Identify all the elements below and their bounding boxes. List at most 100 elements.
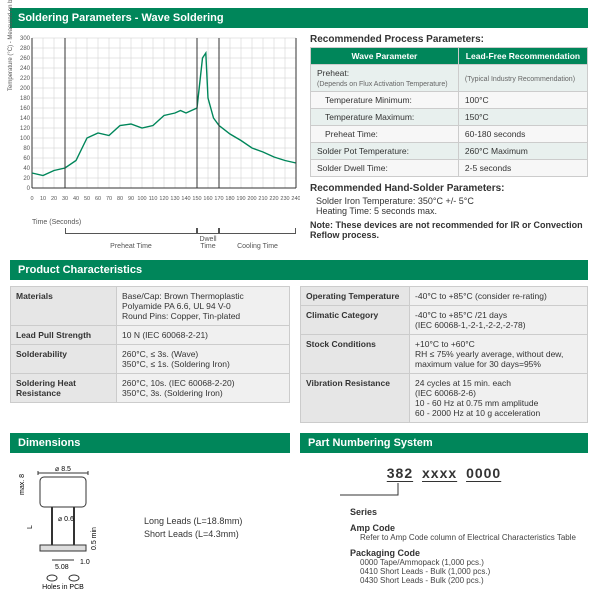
chart-y-axis-label: Temperature (°C) - Measured on bottom si… <box>8 0 14 91</box>
svg-text:160: 160 <box>203 196 212 202</box>
svg-text:30: 30 <box>62 196 68 202</box>
svg-text:140: 140 <box>20 116 31 122</box>
wave-solder-chart: Temperature (°C) - Measured on bottom si… <box>10 34 300 219</box>
characteristics-row: MaterialsBase/Cap: Brown Thermoplastic P… <box>10 286 588 423</box>
section-header-dim: Dimensions <box>10 433 290 453</box>
svg-text:170: 170 <box>214 196 223 202</box>
svg-text:50: 50 <box>84 196 90 202</box>
hand-solder-title: Recommended Hand-Solder Parameters: <box>310 183 588 194</box>
char-key: Climatic Category <box>301 306 410 335</box>
svg-text:240: 240 <box>20 66 31 72</box>
section-header-pn: Part Numbering System <box>300 433 588 453</box>
hand-solder-box: Recommended Hand-Solder Parameters: Sold… <box>310 183 588 216</box>
svg-text:70: 70 <box>106 196 112 202</box>
char-table-right: Operating Temperature-40°C to +85°C (con… <box>300 286 588 423</box>
svg-text:130: 130 <box>170 196 179 202</box>
dimensions-box: ⌀ 8.5 max. 8 L ⌀ 0.6 0.5 min 5.08 1.0 Ho… <box>10 459 290 590</box>
svg-text:160: 160 <box>20 106 31 112</box>
section-header-char: Product Characteristics <box>10 260 588 280</box>
svg-text:0: 0 <box>30 196 33 202</box>
param-key: Preheat Time: <box>311 126 459 143</box>
hand-solder-l1: Solder Iron Temperature: 350°C +/- 5°C <box>310 196 588 206</box>
param-key: Temperature Minimum: <box>311 92 459 109</box>
char-val: -40°C to +85°C /21 days(IEC 60068-1,-2-1… <box>410 306 588 335</box>
param-val: (Typical Industry Recommendation) <box>458 65 587 92</box>
svg-text:220: 220 <box>20 76 31 82</box>
svg-text:⌀ 8.5: ⌀ 8.5 <box>55 466 71 473</box>
section-header-soldering: Soldering Parameters - Wave Soldering <box>10 8 588 28</box>
svg-text:190: 190 <box>236 196 245 202</box>
pn-pkg-3: 0430 Short Leads - Bulk (200 pcs.) <box>350 576 588 585</box>
param-key: Solder Dwell Time: <box>311 160 459 177</box>
svg-text:300: 300 <box>20 36 31 42</box>
pn-pkg-label: Packaging Code <box>350 548 420 558</box>
char-key: Soldering Heat Resistance <box>11 374 117 403</box>
char-val: 10 N (IEC 60068-2-21) <box>117 326 290 345</box>
svg-text:L: L <box>27 525 34 529</box>
chart-svg: 0204060801001201401601802002202402602803… <box>10 34 300 204</box>
part-number-box: 382 xxxx 0000 Series Amp Code Refer to A… <box>300 459 588 585</box>
svg-text:20: 20 <box>23 176 30 182</box>
param-th-2: Lead-Free Recommendation <box>458 48 587 65</box>
dimension-drawing: ⌀ 8.5 max. 8 L ⌀ 0.6 0.5 min 5.08 1.0 Ho… <box>10 465 130 590</box>
svg-text:90: 90 <box>128 196 134 202</box>
svg-text:200: 200 <box>20 86 31 92</box>
pn-series-label: Series <box>350 507 377 517</box>
pn-amp-desc: Refer to Amp Code column of Electrical C… <box>350 533 588 542</box>
char-key: Vibration Resistance <box>301 374 410 423</box>
pn-amp: xxxx <box>420 465 459 481</box>
svg-text:220: 220 <box>269 196 278 202</box>
chart-x-axis-label: Time (Seconds) <box>32 219 300 226</box>
reflow-note: Note: These devices are not recommended … <box>310 220 588 240</box>
svg-text:100: 100 <box>137 196 146 202</box>
svg-text:280: 280 <box>20 46 31 52</box>
char-val: 24 cycles at 15 min. each(IEC 60068-2-6)… <box>410 374 588 423</box>
param-val: 150°C <box>458 109 587 126</box>
hand-solder-l2: Heating Time: 5 seconds max. <box>310 206 588 216</box>
svg-text:260: 260 <box>20 56 31 62</box>
pn-pkg: 0000 <box>464 465 503 481</box>
svg-text:210: 210 <box>258 196 267 202</box>
svg-text:120: 120 <box>20 126 31 132</box>
param-val: 2-5 seconds <box>458 160 587 177</box>
pn-pkg-2: 0410 Short Leads - Bulk (1,000 pcs.) <box>350 567 588 576</box>
char-val: 260°C, ≤ 3s. (Wave)350°C, ≤ 1s. (Solderi… <box>117 345 290 374</box>
param-key: Preheat:(Depends on Flux Activation Temp… <box>311 65 459 92</box>
svg-text:110: 110 <box>149 196 158 202</box>
param-key: Solder Pot Temperature: <box>311 143 459 160</box>
long-leads-note: Long Leads (L=18.8mm) <box>144 515 242 528</box>
svg-text:40: 40 <box>23 166 30 172</box>
svg-text:0: 0 <box>27 186 31 192</box>
svg-text:⌀ 0.6: ⌀ 0.6 <box>58 516 74 523</box>
param-val: 260°C Maximum <box>458 143 587 160</box>
part-number-code: 382 xxxx 0000 <box>300 465 588 481</box>
svg-text:100: 100 <box>20 136 31 142</box>
pn-bracket-svg <box>300 481 560 499</box>
svg-text:230: 230 <box>280 196 289 202</box>
svg-text:40: 40 <box>73 196 79 202</box>
param-val: 100°C <box>458 92 587 109</box>
param-val: 60-180 seconds <box>458 126 587 143</box>
lead-notes: Long Leads (L=18.8mm) Short Leads (L=4.3… <box>144 515 242 540</box>
svg-text:10: 10 <box>40 196 46 202</box>
param-key: Temperature Maximum: <box>311 109 459 126</box>
svg-text:Holes in PCB: Holes in PCB <box>42 584 84 590</box>
short-leads-note: Short Leads (L=4.3mm) <box>144 528 242 541</box>
svg-text:150: 150 <box>192 196 201 202</box>
svg-text:120: 120 <box>159 196 168 202</box>
char-val: 260°C, 10s. (IEC 60068-2-20)350°C, 3s. (… <box>117 374 290 403</box>
svg-text:60: 60 <box>95 196 101 202</box>
svg-text:240: 240 <box>291 196 300 202</box>
char-key: Lead Pull Strength <box>11 326 117 345</box>
svg-text:180: 180 <box>20 96 31 102</box>
chart-phase-brackets: Preheat TimeDwell TimeCooling Time <box>32 228 300 250</box>
parameters-column: Recommended Process Parameters: Wave Par… <box>310 34 588 250</box>
bottom-row: Dimensions ⌀ 8.5 max. 8 L ⌀ 0.6 0.5 min … <box>10 433 588 590</box>
svg-text:0.5 min: 0.5 min <box>91 527 98 550</box>
char-key: Stock Conditions <box>301 335 410 374</box>
svg-text:140: 140 <box>181 196 190 202</box>
svg-text:80: 80 <box>23 146 30 152</box>
pn-amp-label: Amp Code <box>350 523 395 533</box>
char-val: Base/Cap: Brown Thermoplastic Polyamide … <box>117 287 290 326</box>
svg-text:200: 200 <box>247 196 256 202</box>
